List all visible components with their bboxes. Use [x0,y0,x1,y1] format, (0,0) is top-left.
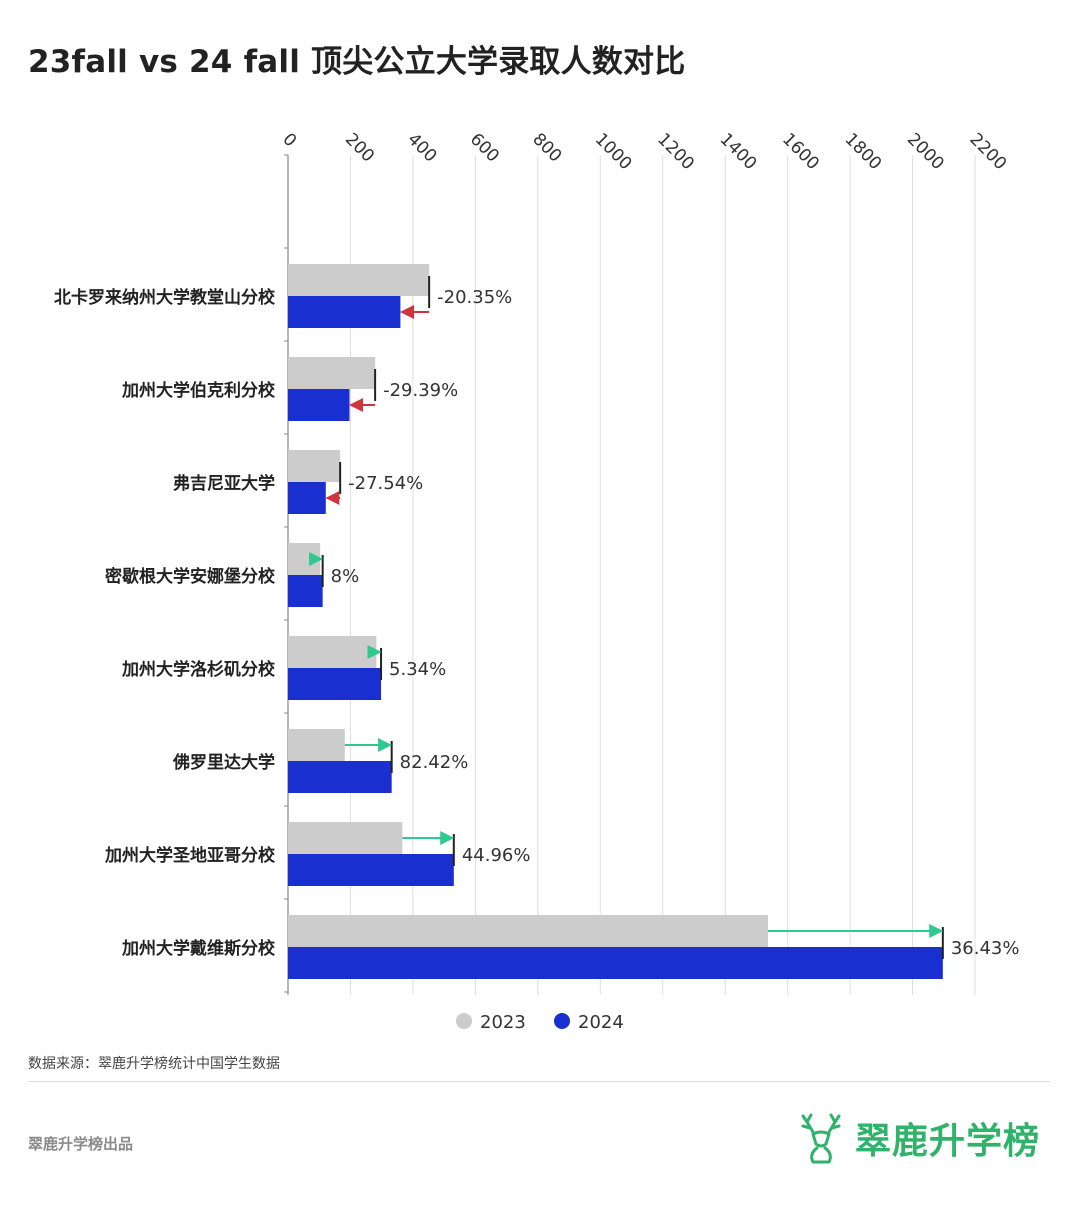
change-percent-label: -29.39% [383,380,458,401]
x-tick-label: 1400 [716,129,761,174]
category-label: 加州大学洛杉矶分校 [121,659,276,680]
bar-2023 [288,543,321,575]
change-percent-label: -27.54% [348,473,423,494]
bar-2024 [288,389,350,421]
bar-chart: 0 200 400 600 800 1000 1200 1400 1600 1800 2000 220… [54,129,1019,1033]
legend-swatch [554,1013,570,1029]
bar-2023 [288,822,403,854]
legend: 2023 2024 [456,1012,624,1033]
x-tick-label: 1800 [841,129,886,174]
change-percent-label: 8% [331,566,360,587]
bar-2024 [288,947,943,979]
category-label: 密歇根大学安娜堡分校 [105,566,276,587]
category-label: 佛罗里达大学 [172,752,275,773]
category-label: 加州大学戴维斯分校 [121,938,276,959]
x-tick-label: 1000 [591,129,636,174]
change-percent-label: 44.96% [462,845,531,866]
bar-2024 [288,296,401,328]
x-tick-label: 600 [466,129,503,166]
chart-title: 23fall vs 24 fall 顶尖公立大学录取人数对比 [28,44,686,80]
x-axis-ticks: 0 200 400 600 800 1000 1200 1400 1600 1800 2000 220… [278,129,1010,174]
x-tick-label: 400 [403,129,440,166]
legend-label: 2023 [480,1012,526,1033]
change-percent-label: 5.34% [389,659,446,680]
category-label: 北卡罗来纳州大学教堂山分校 [54,287,276,308]
brand-logo: 翠鹿升学榜 [799,1108,1040,1168]
legend-label: 2024 [578,1012,624,1033]
change-percent-label: 36.43% [951,938,1020,959]
x-tick-label: 1600 [778,129,823,174]
change-percent-label: 82.42% [400,752,469,773]
divider [28,1081,1050,1082]
bar-2023 [288,729,345,761]
legend-swatch [456,1013,472,1029]
data-source-note: 数据来源：翠鹿升学榜统计中国学生数据 [28,1056,280,1072]
bar-2023 [288,450,341,482]
change-percent-label: -20.35% [437,287,512,308]
bar-2023 [288,915,768,947]
x-tick-label: 200 [341,129,378,166]
category-label: 加州大学伯克利分校 [121,380,276,401]
x-tick-label: 2000 [903,129,948,174]
bar-2024 [288,854,454,886]
deer-logo-icon [801,1113,841,1164]
brand-name: 翠鹿升学榜 [854,1121,1040,1162]
bar-2023 [288,264,430,296]
category-label: 加州大学圣地亚哥分校 [104,845,276,866]
bar-2023 [288,636,377,668]
x-tick-label: 0 [278,129,300,151]
x-tick-label: 1200 [653,129,698,174]
x-tick-label: 2200 [965,129,1010,174]
bar-2024 [288,575,323,607]
x-tick-label: 800 [528,129,565,166]
bar-2024 [288,761,392,793]
gridlines [284,154,976,995]
bars [288,264,944,979]
bar-2024 [288,482,326,514]
producer-credit: 翠鹿升学榜出品 [28,1135,134,1153]
bar-2024 [288,668,382,700]
category-label: 弗吉尼亚大学 [173,473,275,494]
bar-2023 [288,357,376,389]
category-labels: -20.35% 北卡罗来纳州大学教堂山分校 -29.39% 加州大学伯克利分校 -27.… [54,287,1019,959]
